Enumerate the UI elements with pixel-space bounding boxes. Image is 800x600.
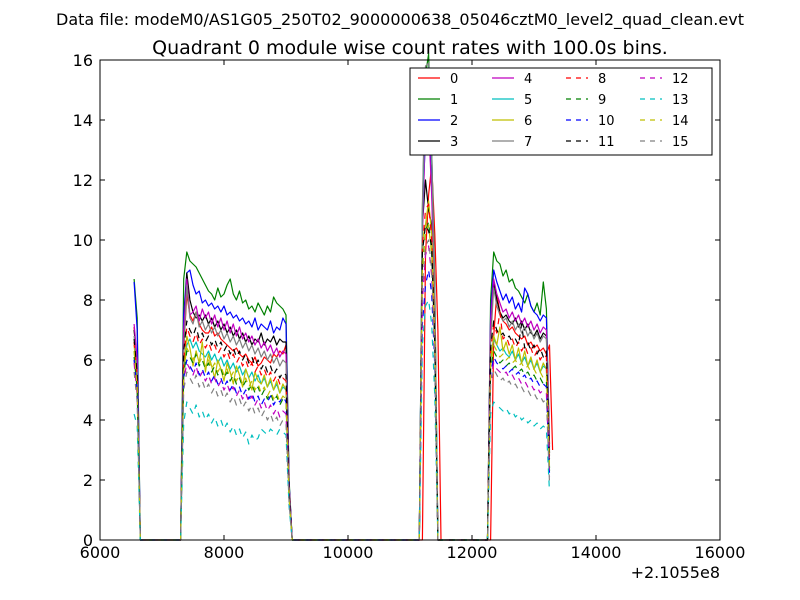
- series-line-12: [133, 245, 551, 541]
- series-line-4: [133, 122, 551, 541]
- legend-label-3: 3: [450, 135, 458, 150]
- legend-label-0: 0: [450, 72, 458, 87]
- x-tick-label: 12000: [447, 543, 498, 562]
- y-tick-label: 6: [83, 351, 93, 370]
- legend-label-5: 5: [524, 93, 532, 108]
- legend-label-9: 9: [598, 93, 606, 108]
- suptitle: Data file: modeM0/AS1G05_250T02_90000006…: [56, 10, 744, 30]
- legend-label-4: 4: [524, 72, 532, 87]
- y-tick-label: 16: [73, 51, 93, 70]
- series-line-3: [133, 179, 551, 541]
- x-tick-label: 8000: [204, 543, 245, 562]
- legend-label-1: 1: [450, 93, 458, 108]
- y-tick-label: 4: [83, 411, 93, 430]
- series-line-8: [133, 203, 551, 541]
- series-line-11: [133, 224, 551, 541]
- x-tick-label: 10000: [323, 543, 374, 562]
- axis-ticks: 6000 8000 10000 12000 14000 16000024681012141…: [73, 51, 746, 562]
- legend-label-7: 7: [524, 135, 532, 150]
- legend-label-11: 11: [598, 135, 615, 150]
- legend-label-6: 6: [524, 114, 532, 129]
- legend-label-14: 14: [672, 114, 689, 129]
- legend-label-15: 15: [672, 135, 689, 150]
- series-line-14: [133, 224, 551, 541]
- series-line-15: [133, 239, 551, 541]
- y-tick-label: 8: [83, 291, 93, 310]
- legend-label-12: 12: [672, 72, 689, 87]
- legend-label-10: 10: [598, 114, 615, 129]
- legend-label-13: 13: [672, 93, 689, 108]
- y-tick-label: 14: [73, 111, 93, 130]
- x-tick-label: 16000: [695, 543, 746, 562]
- series-line-6: [133, 200, 551, 541]
- legend-label-2: 2: [450, 114, 458, 129]
- y-tick-label: 2: [83, 471, 93, 490]
- y-tick-label: 10: [73, 231, 93, 250]
- x-tick-label: 14000: [571, 543, 622, 562]
- series-line-9: [133, 221, 551, 541]
- chart-title: Quadrant 0 module wise count rates with …: [152, 37, 668, 59]
- x-offset-label: +2.1055e8: [631, 563, 720, 582]
- series-line-2: [133, 119, 551, 541]
- legend-label-8: 8: [598, 72, 606, 87]
- y-tick-label: 0: [83, 531, 93, 550]
- x-tick-label: 6000: [80, 543, 121, 562]
- y-tick-label: 12: [73, 171, 93, 190]
- series-line-10: [133, 269, 551, 541]
